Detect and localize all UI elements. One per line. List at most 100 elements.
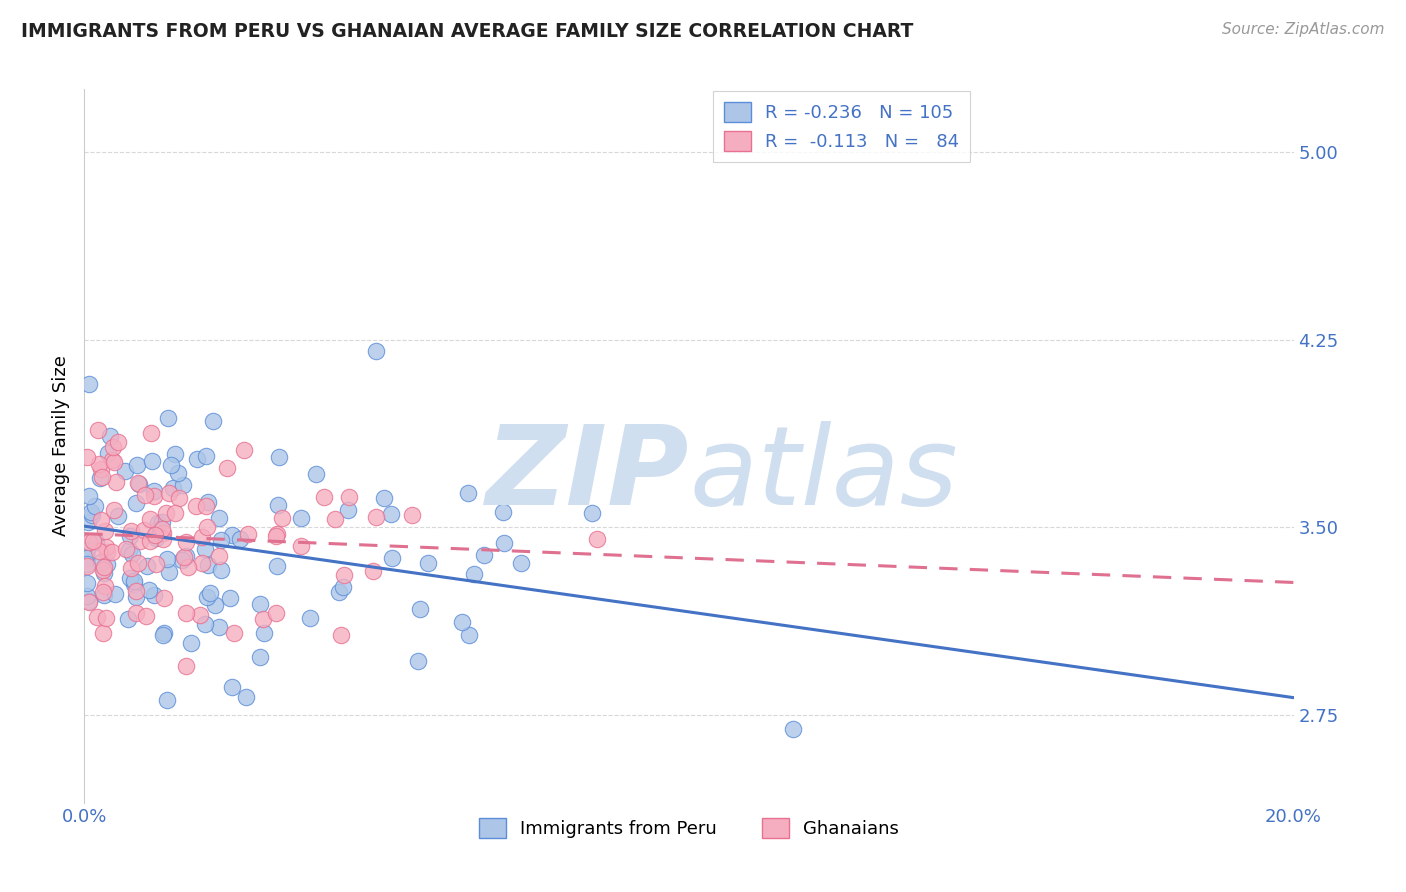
Point — [270, 511, 292, 525]
Point — [312, 490, 335, 504]
Point — [145, 557, 167, 571]
Point — [204, 598, 226, 612]
Point — [209, 563, 232, 577]
Point — [153, 591, 176, 606]
Point — [173, 549, 195, 564]
Point — [219, 591, 242, 605]
Point — [97, 446, 120, 460]
Point — [157, 565, 180, 579]
Point — [153, 626, 176, 640]
Point — [76, 450, 98, 464]
Point — [222, 625, 245, 640]
Point — [174, 534, 197, 549]
Point — [100, 453, 122, 467]
Text: atlas: atlas — [689, 421, 957, 528]
Point — [157, 486, 180, 500]
Point — [191, 557, 214, 571]
Point — [93, 566, 115, 580]
Point — [120, 571, 142, 585]
Point — [510, 556, 533, 570]
Point — [93, 559, 115, 574]
Point — [94, 611, 117, 625]
Point — [89, 471, 111, 485]
Point — [409, 602, 432, 616]
Point — [124, 583, 146, 598]
Point — [93, 524, 115, 539]
Point — [77, 516, 100, 530]
Y-axis label: Average Family Size: Average Family Size — [52, 356, 70, 536]
Point — [228, 533, 250, 547]
Point — [103, 440, 125, 454]
Point — [401, 508, 423, 522]
Point — [266, 526, 288, 541]
Point — [208, 510, 231, 524]
Point — [472, 548, 495, 562]
Point — [135, 608, 157, 623]
Point — [76, 576, 98, 591]
Point — [86, 610, 108, 624]
Point — [77, 489, 100, 503]
Point — [103, 455, 125, 469]
Point — [128, 476, 150, 491]
Point — [328, 585, 350, 599]
Point — [139, 533, 162, 548]
Point — [167, 491, 190, 505]
Point — [323, 512, 346, 526]
Point — [586, 532, 609, 546]
Point — [139, 512, 162, 526]
Point — [172, 552, 194, 566]
Point — [174, 606, 197, 620]
Point — [167, 466, 190, 480]
Point — [127, 458, 149, 472]
Point — [134, 488, 156, 502]
Point — [364, 344, 387, 359]
Text: IMMIGRANTS FROM PERU VS GHANAIAN AVERAGE FAMILY SIZE CORRELATION CHART: IMMIGRANTS FROM PERU VS GHANAIAN AVERAGE… — [21, 22, 914, 41]
Point — [177, 560, 200, 574]
Point — [91, 626, 114, 640]
Point — [132, 523, 155, 537]
Point — [156, 693, 179, 707]
Point — [188, 608, 211, 623]
Point — [152, 628, 174, 642]
Point — [209, 533, 232, 547]
Point — [142, 484, 165, 499]
Point — [186, 452, 208, 467]
Point — [197, 558, 219, 572]
Point — [332, 581, 354, 595]
Point — [90, 461, 112, 475]
Point — [142, 588, 165, 602]
Point — [215, 460, 238, 475]
Point — [180, 635, 202, 649]
Point — [380, 507, 402, 521]
Point — [172, 478, 194, 492]
Point — [107, 434, 129, 449]
Point — [87, 457, 110, 471]
Point — [77, 535, 100, 549]
Point — [139, 426, 162, 441]
Point — [76, 557, 98, 571]
Point — [76, 543, 98, 558]
Point — [118, 543, 141, 558]
Point — [91, 585, 114, 599]
Point — [195, 520, 218, 534]
Point — [87, 544, 110, 558]
Point — [364, 509, 387, 524]
Point — [124, 591, 146, 605]
Point — [94, 579, 117, 593]
Point — [236, 526, 259, 541]
Point — [135, 559, 157, 574]
Point — [233, 443, 256, 458]
Point — [152, 526, 174, 541]
Point — [101, 545, 124, 559]
Point — [782, 723, 804, 737]
Point — [143, 490, 166, 504]
Point — [381, 551, 404, 566]
Point — [194, 617, 217, 632]
Point — [176, 659, 198, 673]
Point — [121, 547, 143, 561]
Point — [406, 654, 429, 668]
Point — [93, 588, 115, 602]
Point — [118, 529, 141, 543]
Point — [494, 536, 516, 550]
Point — [267, 498, 290, 512]
